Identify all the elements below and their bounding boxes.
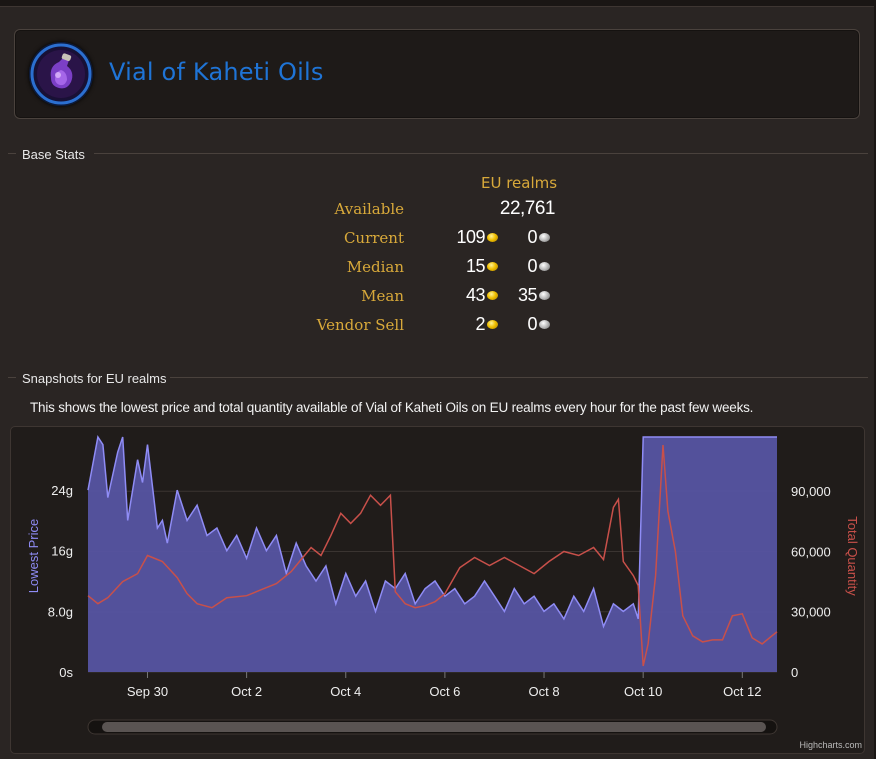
navigator-scrollbar-thumb[interactable] bbox=[102, 722, 766, 732]
stat-label-current: Current bbox=[343, 229, 404, 247]
chart-credits[interactable]: Highcharts.com bbox=[799, 740, 862, 750]
vial-icon bbox=[29, 42, 93, 106]
stat-label-available: Available bbox=[334, 200, 404, 218]
silver-coin-icon bbox=[539, 320, 550, 329]
stat-gold-vendor-sell: 2 bbox=[475, 314, 485, 334]
gold-coin-icon bbox=[487, 233, 498, 242]
x-tick-label: Oct 6 bbox=[429, 684, 460, 699]
gold-coin-icon bbox=[487, 262, 498, 271]
stat-gold-median: 15 bbox=[465, 256, 486, 276]
price-line bbox=[87, 435, 777, 629]
x-tick-label: Oct 8 bbox=[528, 684, 559, 699]
price-area bbox=[88, 437, 777, 672]
stat-gold-current: 109 bbox=[456, 227, 485, 247]
y-left-tick-label: 24g bbox=[51, 483, 73, 498]
snapshots-description: This shows the lowest price and total qu… bbox=[30, 400, 754, 415]
base-stats-heading: Base Stats bbox=[22, 147, 85, 162]
stat-silver-mean: 35 bbox=[517, 285, 538, 305]
item-title: Vial of Kaheti Oils bbox=[109, 58, 324, 86]
silver-coin-icon bbox=[539, 291, 550, 300]
y-left-tick-label: 8.0g bbox=[48, 604, 73, 619]
section-divider bbox=[8, 377, 16, 378]
stats-column-header: EU realms bbox=[481, 174, 558, 192]
x-tick-label: Oct 12 bbox=[723, 684, 761, 699]
stat-silver-median: 0 bbox=[527, 256, 537, 276]
quantity-line bbox=[87, 444, 778, 667]
section-divider bbox=[94, 153, 868, 154]
gold-coin-icon bbox=[487, 320, 498, 329]
top-bar bbox=[0, 0, 876, 7]
silver-coin-icon bbox=[539, 262, 550, 271]
stat-value-available: 22,761 bbox=[499, 198, 556, 219]
section-divider bbox=[170, 377, 868, 378]
window-edge bbox=[874, 6, 876, 759]
snapshots-heading: Snapshots for EU realms bbox=[22, 371, 167, 386]
y-left-tick-label: 16g bbox=[51, 544, 73, 559]
y-right-tick-label: 30,000 bbox=[791, 605, 831, 620]
y-right-axis-title: Total Quantity bbox=[845, 516, 860, 596]
x-tick-label: Oct 10 bbox=[624, 684, 662, 699]
x-tick-label: Oct 4 bbox=[330, 684, 361, 699]
x-tick-label: Oct 2 bbox=[231, 684, 262, 699]
stat-silver-vendor-sell: 0 bbox=[527, 314, 537, 334]
stat-silver-current: 0 bbox=[527, 227, 537, 247]
item-header: Vial of Kaheti Oils bbox=[14, 29, 860, 119]
silver-coin-icon bbox=[539, 233, 550, 242]
gold-coin-icon bbox=[487, 291, 498, 300]
y-left-tick-label: 0s bbox=[59, 665, 73, 680]
section-divider bbox=[8, 153, 16, 154]
y-right-tick-label: 0 bbox=[791, 665, 798, 680]
stat-label-vendor-sell: Vendor Sell bbox=[316, 316, 404, 334]
stat-label-mean: Mean bbox=[361, 287, 404, 305]
x-tick-label: Sep 30 bbox=[127, 684, 168, 699]
y-left-axis-title: Lowest Price bbox=[26, 519, 41, 593]
y-right-tick-label: 90,000 bbox=[791, 484, 831, 499]
y-right-tick-label: 60,000 bbox=[791, 544, 831, 559]
stat-gold-mean: 43 bbox=[465, 285, 486, 305]
stat-label-median: Median bbox=[346, 258, 404, 276]
